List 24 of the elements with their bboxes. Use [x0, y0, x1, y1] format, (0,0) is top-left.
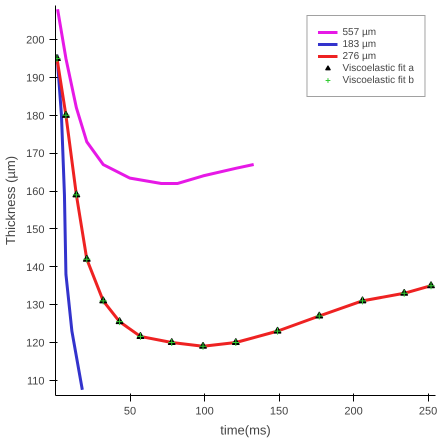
x-tick-label: 250	[418, 406, 438, 418]
y-tick-label: 140	[26, 262, 45, 274]
legend-label: 183 µm	[342, 38, 376, 50]
y-tick-label: 130	[26, 300, 45, 312]
x-tick-label: 150	[270, 406, 288, 418]
legend-label: Viscoelastic fit a	[342, 62, 414, 74]
y-tick-label: 150	[26, 224, 45, 236]
y-tick-label: 110	[26, 375, 45, 388]
y-tick-label: 200	[26, 34, 45, 47]
y-tick-label: 180	[26, 110, 45, 122]
y-tick-label: 160	[26, 186, 45, 198]
legend-label: Viscoelastic fit b	[342, 74, 414, 86]
legend-label: 276 µm	[342, 50, 376, 62]
y-tick-label: 170	[26, 148, 45, 160]
x-axis-title: time(ms)	[220, 422, 271, 438]
x-tick-label: 50	[124, 406, 136, 418]
y-axis-title: Thickness (µm)	[3, 156, 18, 246]
x-tick-label: 200	[344, 406, 363, 418]
line-series	[56, 8, 256, 185]
line-series	[56, 53, 84, 392]
legend-label: 557 µm	[342, 26, 376, 38]
y-tick-label: 190	[26, 72, 45, 84]
y-tick-label: 120	[26, 337, 45, 350]
x-tick-label: 100	[195, 406, 214, 418]
